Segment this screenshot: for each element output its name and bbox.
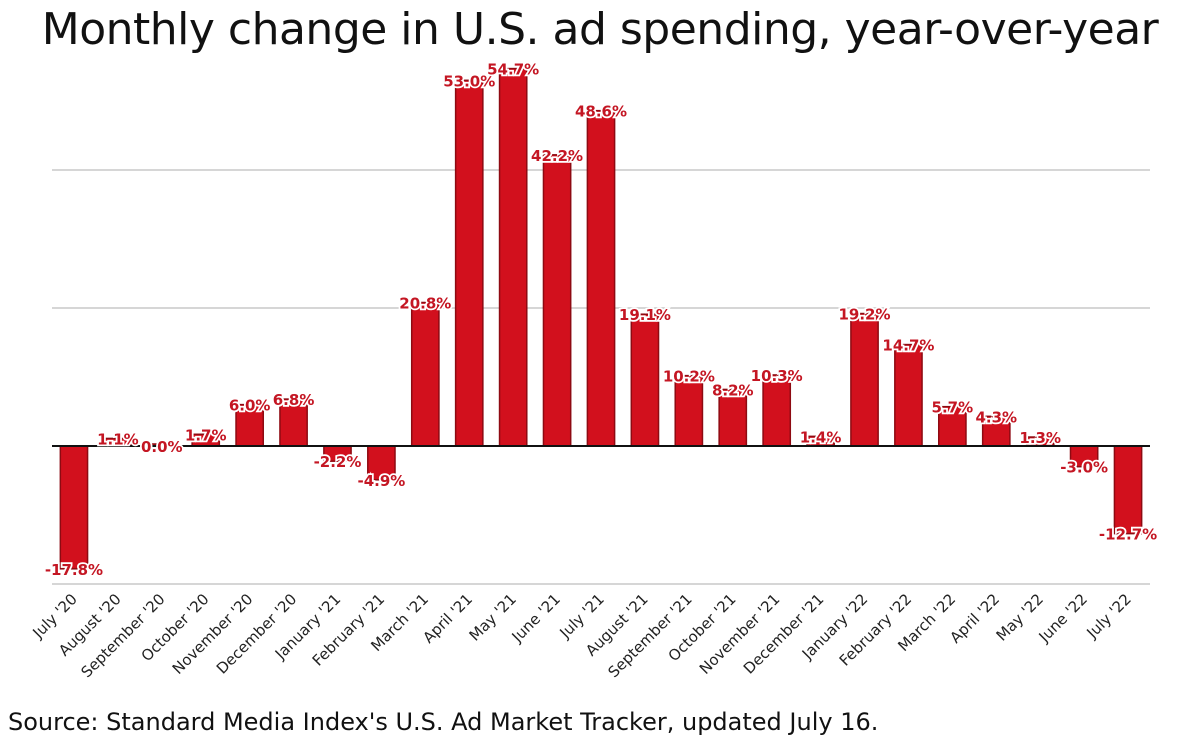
- data-labels: -17.8% 1.1% 0.0%1.7%6.0% 6.8% -2.2%-4.9% 20.8…: [43, 59, 1159, 581]
- bar: [981, 415, 1011, 447]
- bar: [894, 343, 923, 447]
- data-label: 42.2%: [531, 147, 583, 165]
- data-label: 0.0%: [141, 438, 183, 456]
- bars: [59, 67, 1143, 570]
- bar: [59, 445, 89, 570]
- data-label: 6.8%: [273, 391, 315, 409]
- data-label: 48.6%: [575, 103, 627, 121]
- x-tick-label: June '21: [508, 590, 564, 646]
- bar: [674, 374, 704, 447]
- bar: [367, 445, 396, 481]
- data-label: 4.3%: [975, 408, 1017, 426]
- source-note: Source: Standard Media Index's U.S. Ad M…: [8, 708, 879, 736]
- bar: [630, 313, 660, 447]
- bar: [762, 374, 792, 447]
- x-tick-label: July '22: [1083, 590, 1135, 642]
- data-label: -17.8%: [45, 561, 103, 579]
- bar: [542, 154, 572, 447]
- data-label: 1.7%: [185, 426, 227, 444]
- data-label: 6.0%: [229, 397, 271, 415]
- data-label: 14.7%: [882, 337, 934, 355]
- data-label: 5.7%: [932, 399, 974, 417]
- chart-title: Monthly change in U.S. ad spending, year…: [41, 4, 1159, 55]
- bar: [410, 301, 440, 447]
- data-label: 1.1%: [97, 430, 139, 448]
- data-label: 53.0%: [443, 72, 495, 90]
- data-label: -12.7%: [1099, 526, 1157, 544]
- x-tick-label: June '22: [1035, 590, 1091, 646]
- bar: [586, 109, 616, 447]
- data-label: 1.3%: [1019, 429, 1061, 447]
- data-label: 19.2%: [838, 306, 890, 324]
- data-label: 1.4%: [800, 428, 842, 446]
- bar: [718, 388, 748, 447]
- bar: [454, 79, 484, 447]
- data-label: 20.8%: [399, 294, 451, 312]
- data-label: -2.2%: [314, 453, 362, 471]
- bar: [235, 403, 265, 447]
- bar: [498, 67, 528, 447]
- data-label: 10.3%: [751, 367, 803, 385]
- bar: [850, 312, 879, 447]
- data-label: -4.9%: [357, 472, 405, 490]
- bar: [1113, 445, 1143, 535]
- bar-chart: -17.8% 1.1% 0.0%1.7%6.0% 6.8% -2.2%-4.9% 20.8…: [28, 59, 1159, 681]
- data-label: 54.7%: [487, 61, 539, 79]
- data-label: 19.1%: [619, 306, 671, 324]
- data-label: 10.2%: [663, 368, 715, 386]
- data-label: 8.2%: [712, 381, 754, 399]
- bar: [279, 398, 308, 447]
- data-label: -3.0%: [1060, 459, 1108, 477]
